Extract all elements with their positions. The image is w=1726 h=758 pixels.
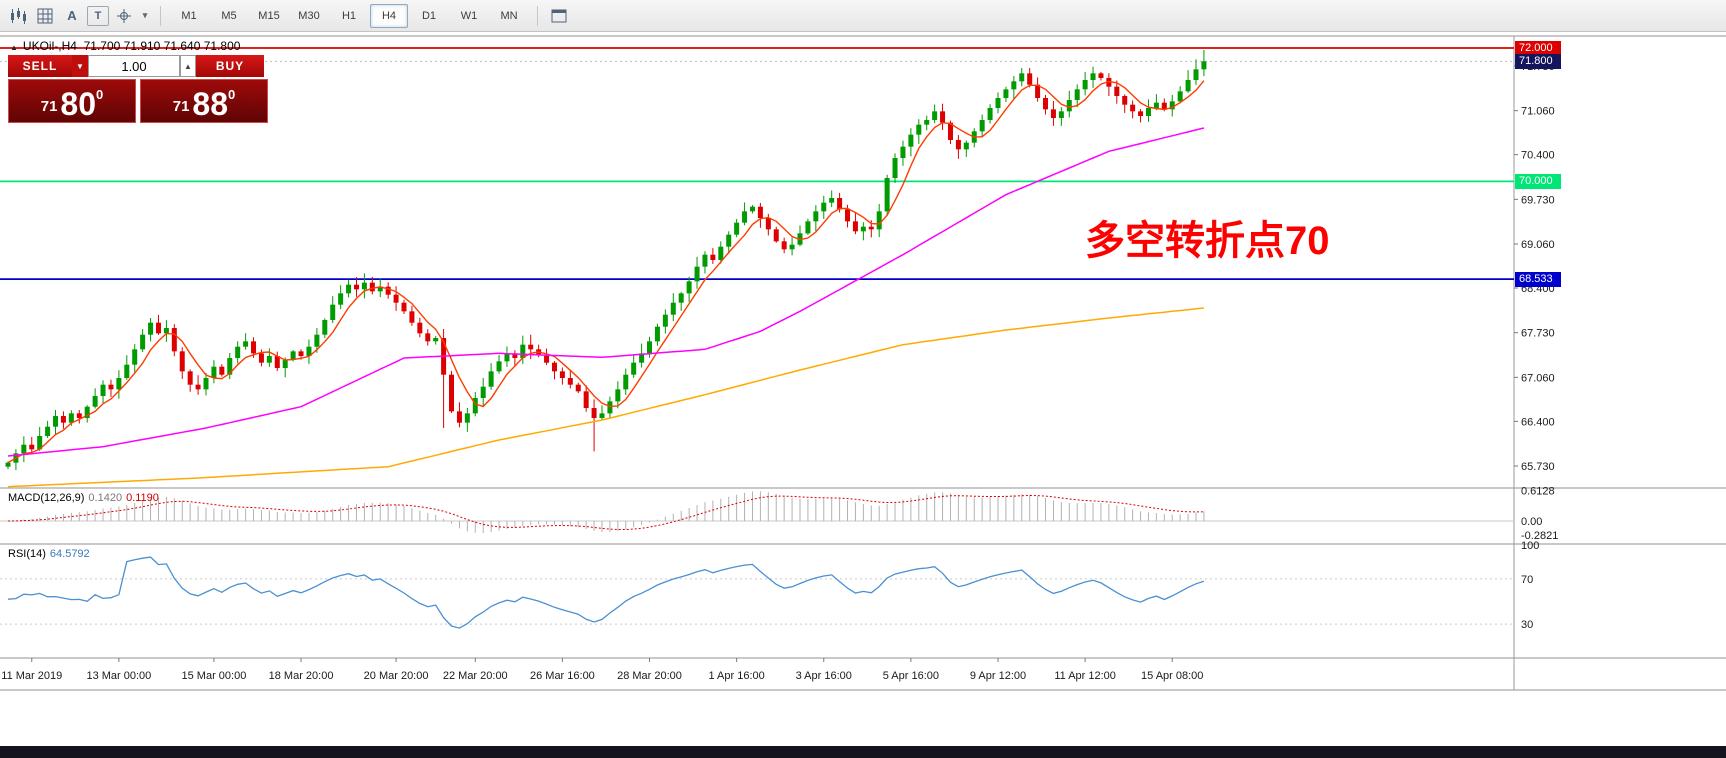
panel-splitter[interactable] [0, 486, 1726, 491]
panel-splitter[interactable] [0, 542, 1726, 547]
buy-price-int: 71 [172, 98, 190, 115]
indicator-grid-icon[interactable] [33, 4, 57, 28]
macd-name: MACD(12,26,9) [8, 492, 85, 504]
text-tool-icon[interactable]: T [87, 5, 109, 26]
text-label-icon[interactable]: A [67, 8, 77, 23]
chart-title: ▲ UKOil-,H4 71.700 71.910 71.640 71.800 [10, 39, 240, 53]
toolbar-separator [537, 5, 538, 26]
chart-symbol: UKOil-,H4 [22, 39, 77, 53]
tf-button-h4[interactable]: H4 [370, 3, 408, 28]
rsi-value: 64.5792 [49, 548, 90, 560]
tf-button-m15[interactable]: M15 [258, 9, 280, 22]
tf-button-m5[interactable]: M5 [221, 9, 237, 22]
volume-decrease-button[interactable]: ▼ [72, 55, 88, 77]
one-click-trading-panel: SELL ▼ 1.00 ▲ BUY 71 80 0 71 88 0 [8, 55, 268, 123]
panel-splitter[interactable] [0, 656, 1726, 661]
buy-button[interactable]: BUY [196, 55, 264, 77]
rsi-panel [0, 556, 1514, 629]
macd-value-main: 0.1420 [88, 492, 123, 504]
price-badge-current: 71.800 [1515, 53, 1561, 69]
toolbar-separator [160, 5, 161, 26]
buy-price-big: 88 [192, 86, 229, 122]
tf-button-w1[interactable]: W1 [460, 9, 478, 22]
taskbar [0, 746, 1726, 758]
tf-button-mn[interactable]: MN [500, 9, 518, 22]
sell-price-int: 71 [40, 98, 58, 115]
tf-button-m30[interactable]: M30 [298, 9, 320, 22]
macd-value-signal: 0.1190 [126, 492, 159, 504]
chart-ohlc: 71.700 71.910 71.640 71.800 [83, 39, 241, 53]
time-axis[interactable] [0, 659, 1514, 690]
title-marker-icon: ▲ [10, 43, 18, 52]
window-icon[interactable] [547, 4, 571, 28]
chevron-down-icon[interactable]: ▾ [142, 10, 148, 20]
buy-price-button[interactable]: 71 88 0 [140, 79, 268, 123]
macd-label: MACD(12,26,9) 0.1420 0.1190 [8, 492, 159, 504]
tf-button-m1[interactable]: M1 [181, 9, 197, 22]
chart-annotation: 多空转折点70 [1085, 219, 1330, 263]
sell-price-sup: 0 [96, 87, 104, 102]
sell-price-big: 80 [60, 86, 97, 122]
price-badge-level-68.533: 68.533 [1515, 271, 1561, 287]
sell-button[interactable]: SELL [8, 55, 72, 77]
chart-style-icon[interactable] [6, 4, 30, 28]
crosshair-icon[interactable] [112, 4, 136, 28]
tf-button-d1[interactable]: D1 [421, 9, 437, 22]
toolbar: A T ▾ M1 M5 M15 M30 H1 H4 D1 W1 MN [0, 0, 1726, 32]
rsi-label: RSI(14) 64.5792 [8, 548, 90, 560]
timeframe-bar: M1 M5 M15 M30 H1 H4 D1 W1 MN [170, 3, 528, 28]
macd-panel [0, 491, 1514, 533]
volume-input[interactable]: 1.00 [88, 55, 180, 77]
tf-button-h1[interactable]: H1 [341, 9, 357, 22]
price-badge-level-70.000: 70.000 [1515, 173, 1561, 189]
rsi-name: RSI(14) [8, 548, 46, 560]
price-badge-level-72.000: 72.000 [1515, 40, 1561, 56]
price-axis[interactable] [1514, 36, 1726, 690]
buy-price-sup: 0 [228, 87, 236, 102]
volume-increase-button[interactable]: ▲ [180, 55, 196, 77]
sell-price-button[interactable]: 71 80 0 [8, 79, 136, 123]
